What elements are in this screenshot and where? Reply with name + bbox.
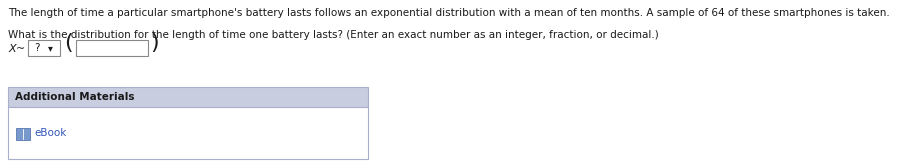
Bar	[28, 40, 60, 56]
Text: What is the distribution for the length of time one battery lasts? (Enter an exa: What is the distribution for the length …	[8, 30, 659, 40]
Text: ): )	[150, 33, 158, 53]
Text: ?: ?	[34, 43, 40, 53]
Text: The length of time a particular smartphone's battery lasts follows an exponentia: The length of time a particular smartpho…	[8, 8, 890, 18]
Text: X: X	[8, 44, 15, 54]
Text: (: (	[64, 33, 73, 53]
Text: ~: ~	[16, 44, 25, 54]
Bar	[16, 128, 30, 140]
Text: ▾: ▾	[48, 43, 53, 53]
Bar	[8, 107, 368, 159]
Text: eBook: eBook	[34, 128, 67, 138]
Bar	[8, 87, 368, 107]
Bar	[76, 40, 148, 56]
Text: Additional Materials: Additional Materials	[15, 92, 135, 102]
